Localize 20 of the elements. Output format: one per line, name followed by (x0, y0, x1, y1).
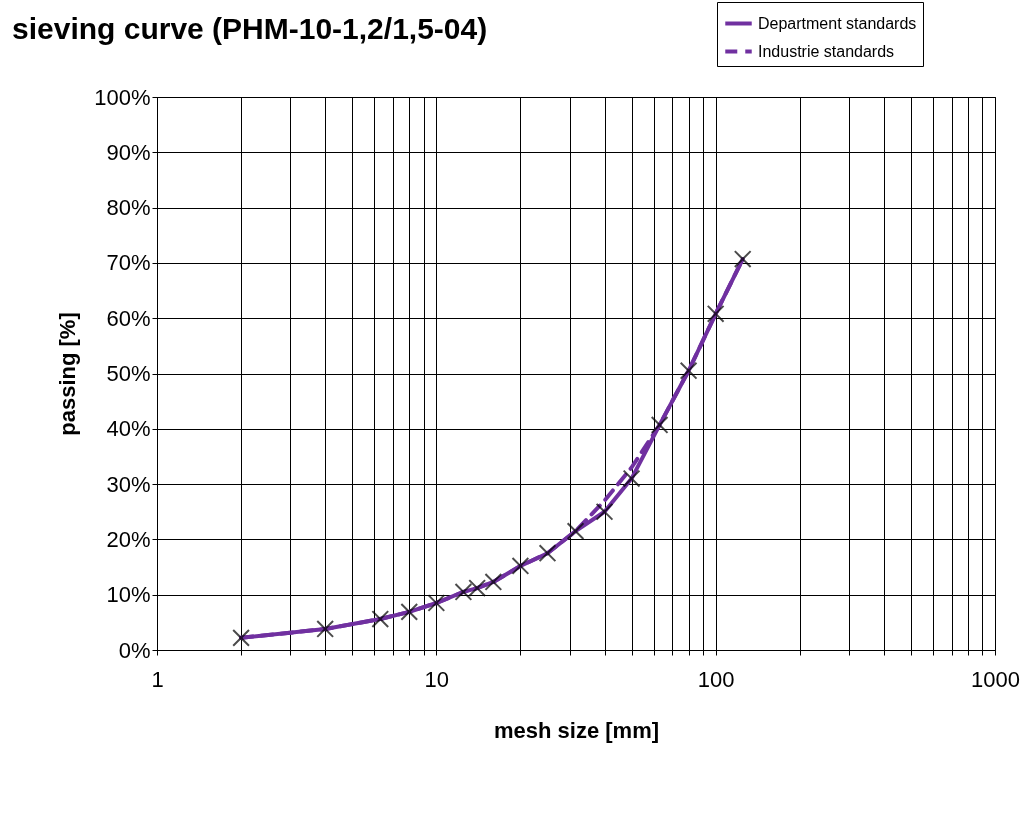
x-tick-label: 10 (424, 666, 450, 692)
y-tick-label: 40% (106, 416, 151, 442)
y-tick-label: 100% (94, 84, 151, 110)
y-tick-label: 30% (106, 471, 151, 497)
y-tick-label: 90% (106, 139, 151, 165)
y-tick-label: 60% (106, 305, 151, 331)
y-tick-label: 70% (106, 250, 151, 276)
y-tick-label: 0% (118, 637, 151, 663)
y-tick-label: 80% (106, 195, 151, 221)
legend-label: Industrie standards (758, 42, 895, 60)
chart-title: sieving curve (PHM-10-1,2/1,5-04) (12, 12, 488, 46)
y-axis-title: passing [%] (55, 312, 81, 436)
x-tick-label: 1000 (971, 666, 1020, 692)
x-tick-label: 1 (151, 666, 164, 692)
y-tick-label: 10% (106, 582, 151, 608)
x-axis-title: mesh size [mm] (493, 717, 660, 743)
y-tick-label: 20% (106, 526, 151, 552)
legend-label: Department standards (758, 14, 917, 32)
x-tick-label: 100 (697, 666, 735, 692)
y-tick-label: 50% (106, 361, 151, 386)
